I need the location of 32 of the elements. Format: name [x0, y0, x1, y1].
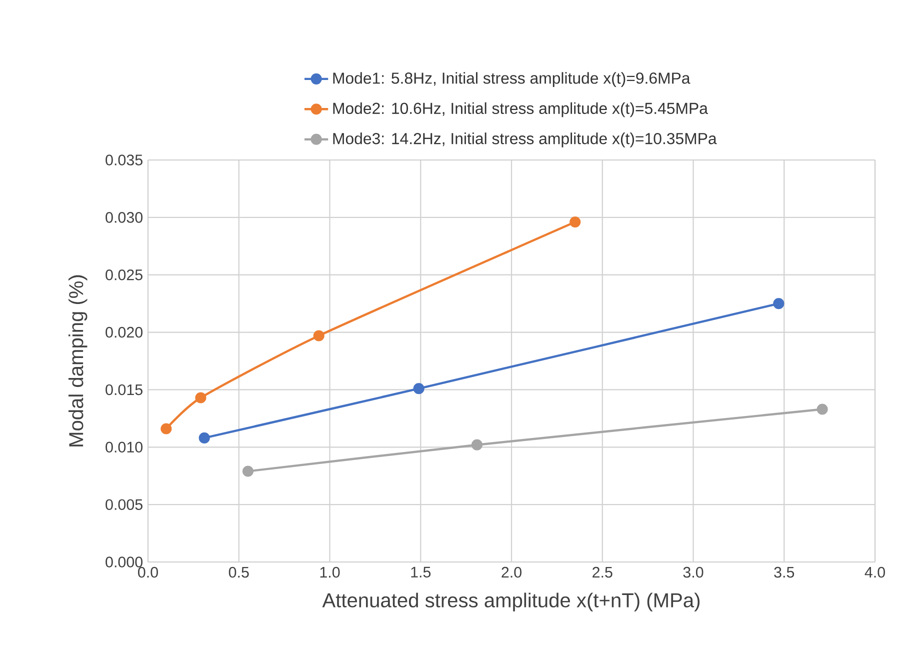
x-tick-label: 3.0 [683, 566, 704, 578]
y-tick-label: 0.020 [106, 326, 142, 338]
y-tick-label: 0.035 [106, 154, 142, 166]
point [195, 392, 206, 404]
point [773, 298, 784, 310]
point [471, 439, 483, 450]
y-tick-label: 0.000 [106, 556, 142, 568]
point [413, 383, 424, 394]
y-tick-label: 0.010 [106, 442, 142, 453]
y-tick-label: 0.025 [106, 269, 142, 280]
point [570, 216, 581, 228]
y-tick-label: 0.005 [106, 499, 142, 510]
point [313, 330, 324, 342]
x-axis-title: Attenuated stress amplitude x(t+nT) (MPa) [322, 592, 700, 612]
legend-label: Mode1: 5.8Hz, Initial stress amplitude x(t)=9.6MPa [333, 72, 690, 87]
point [816, 404, 828, 415]
legend-label: Mode3: 14.2Hz, Initial stress amplitude x(t)=10.35MPa [333, 132, 717, 148]
point [198, 432, 210, 444]
y-axis-title: Modal damping (%) [68, 275, 88, 446]
x-tick-label: 3.5 [774, 566, 794, 578]
x-tick-label: 0.5 [228, 566, 249, 578]
y-tick-label: 0.030 [106, 212, 142, 223]
point [242, 466, 254, 477]
x-tick-label: 0.0 [138, 566, 158, 578]
x-tick-label: 1.5 [411, 566, 431, 578]
x-tick-label: 4.0 [864, 566, 885, 578]
y-tick-label: 0.015 [106, 384, 142, 396]
x-tick-label: 2.0 [502, 566, 522, 578]
x-tick-label: 1.0 [320, 566, 340, 578]
legend-label: Mode2: 10.6Hz, Initial stress amplitude x(t)=5.45MPa [333, 102, 708, 118]
point [160, 423, 172, 434]
x-tick-label: 2.5 [592, 566, 612, 578]
